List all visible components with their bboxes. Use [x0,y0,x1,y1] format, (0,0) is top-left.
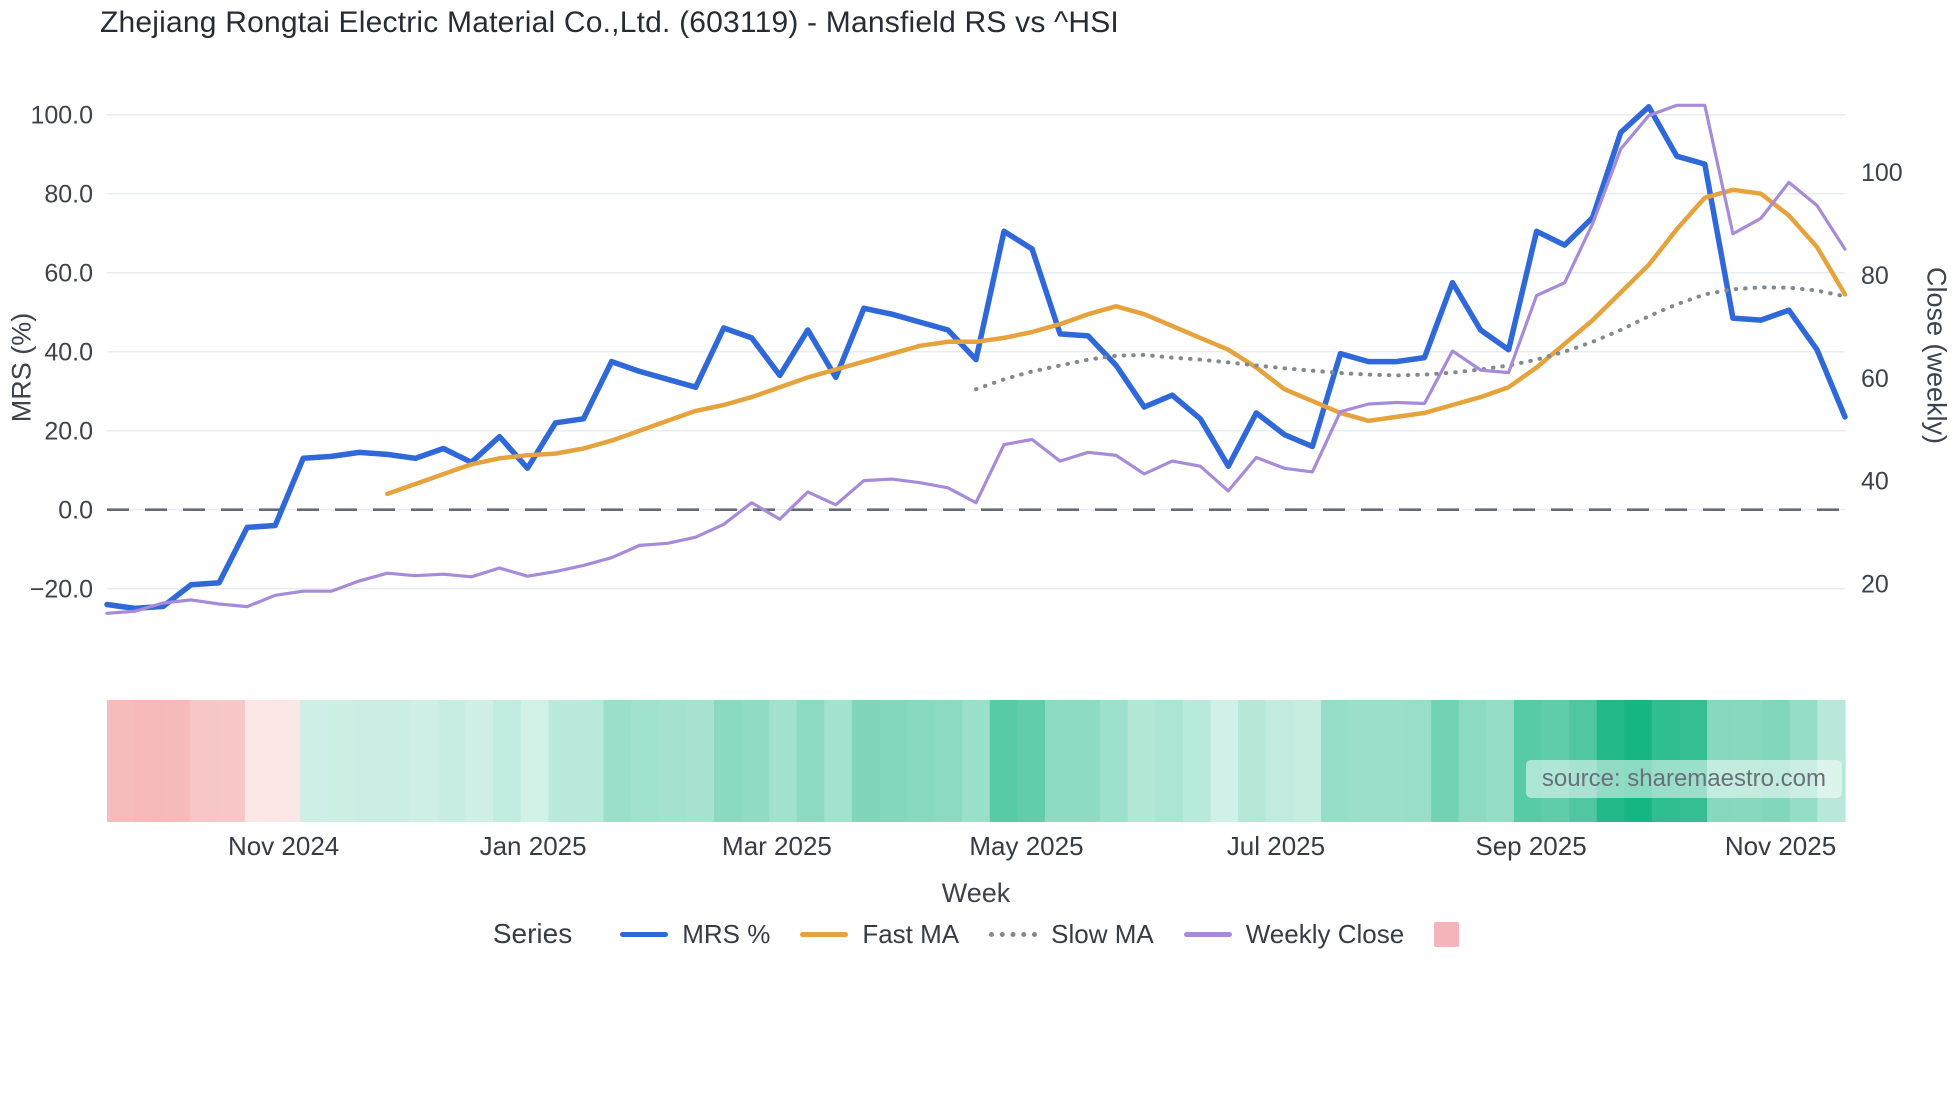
heatmap-cell [1210,700,1239,822]
right-tick-label: 60 [1861,365,1889,393]
line-swatch-icon [989,931,1038,937]
heatmap-cell [465,700,494,822]
legend-item-fast-ma: Fast MA [800,919,959,950]
heatmap-cell [713,700,743,822]
heatmap-cell [327,700,356,822]
heatmap-cell [217,700,246,822]
fast-ma-line [385,187,1848,497]
left-axis-title: MRS (%) [6,312,37,423]
x-tick-label: Nov 2024 [228,831,339,861]
heatmap-cell [1265,700,1294,822]
legend-item-label: MRS % [682,918,771,949]
source-badge: source: sharemaestro.com [1525,760,1842,798]
x-tick-label: Jan 2025 [480,831,587,861]
right-tick-label: 80 [1861,262,1889,290]
left-tick-label: 60.0 [44,260,93,288]
heatmap-cell [1182,700,1212,822]
x-tick-label: May 2025 [969,831,1083,861]
heatmap-cell [603,700,632,822]
heatmap-cell [1017,700,1046,822]
left-tick-label: 100.0 [30,102,93,130]
legend-item-label: Slow MA [1051,918,1154,949]
heatmap-cell [1155,700,1184,822]
heatmap-cell [879,700,908,822]
right-tick-label: 100 [1861,159,1903,187]
heatmap-cell [1320,700,1350,822]
heatmap-cell [300,700,329,822]
heatmap-cell [355,700,384,822]
heatmap-cell [1072,700,1101,822]
weekly-close-line [105,103,1847,615]
heatmap-cell [1238,700,1267,822]
heatmap-cell [520,700,549,822]
heatmap-cell [741,700,770,822]
legend-item-mrs-: MRS % [620,919,770,950]
heatmap-cell [1431,700,1460,822]
heatmap-cell [382,700,412,822]
heatmap-cell [658,700,687,822]
heatmap-cell [438,700,467,822]
heatmap-cell [1486,700,1515,822]
heatmap-cell [134,700,163,822]
line-swatch-icon [1183,931,1232,937]
heatmap-cell [272,700,301,822]
heatmap-cell [934,700,963,822]
left-tick-label: 20.0 [44,418,93,446]
x-tick-label: Jul 2025 [1227,831,1325,861]
heatmap-swatch-icon [1434,921,1460,947]
legend-item-label: Weekly Close [1245,918,1405,949]
heatmap-cell [824,700,853,822]
line-swatch-icon [800,931,849,937]
heatmap-cell [493,700,522,822]
legend: Series MRS % Fast MA Slow MA Weekly Close [107,918,1845,950]
heatmap-cell [989,700,1018,822]
right-axis-title: Close (weekly) [1921,266,1952,445]
left-tick-label: 40.0 [44,339,93,367]
legend-item-label: Fast MA [862,918,960,949]
heatmap-cell [907,700,936,822]
line-swatch-icon [620,931,669,937]
heatmap-cell [162,700,191,822]
legend-title: Series [492,918,573,949]
heatmap-cell [686,700,715,822]
heatmap-cell [1127,700,1156,822]
heatmap-cell [962,700,991,822]
heatmap-cell [244,700,274,822]
heatmap-cell [1044,700,1074,822]
left-tick-label: 80.0 [44,181,93,209]
right-tick-label: 20 [1861,570,1889,598]
heatmap-cell [575,700,605,822]
heatmap-cell [1293,700,1322,822]
heatmap-cell [1376,700,1405,822]
heatmap-cell [769,700,798,822]
page-title: Zhejiang Rongtai Electric Material Co.,L… [100,6,1119,39]
right-tick-label: 40 [1861,468,1889,496]
heatmap-cell [1100,700,1129,822]
x-tick-label: Sep 2025 [1475,831,1586,861]
left-tick-label: 0.0 [58,497,93,525]
legend-item-slow-ma: Slow MA [989,919,1154,950]
slow-ma-line [974,285,1847,392]
heatmap-cell [410,700,439,822]
left-tick-label: −20.0 [30,576,93,604]
heatmap-cell [107,700,136,822]
heatmap-cell [189,700,218,822]
heatmap-cell [796,700,825,822]
heatmap-cell [631,700,660,822]
legend-item-heatmap [1434,921,1460,947]
heatmap-cell [1348,700,1377,822]
x-tick-label: Mar 2025 [722,831,832,861]
heatmap-cell [1458,700,1487,822]
heatmap-cell [1403,700,1432,822]
heatmap-cell [548,700,577,822]
mrs--line [104,104,1848,612]
legend-item-weekly-close: Weekly Close [1183,918,1405,950]
x-tick-label: Nov 2025 [1725,831,1836,861]
x-axis-title: Week [941,878,1011,908]
heatmap-cell [851,700,881,822]
